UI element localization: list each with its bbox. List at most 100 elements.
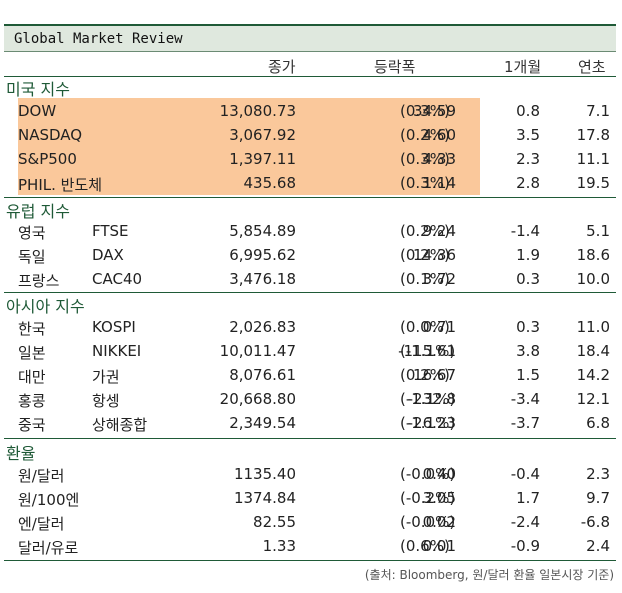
table-row: 대만 가권 8,076.61 16.67 (0.2%) 1.5 14.2 [4,363,616,387]
header-close: 종가 [268,58,296,76]
row-change-pct: (-0.0%) [400,465,456,483]
column-header-row: 종가 등락폭 1개월 연초 [4,54,616,77]
row-ytd: 6.8 [586,414,610,432]
row-1month: -3.4 [510,390,540,408]
row-ytd: -6.8 [580,513,610,531]
row-1month: -1.4 [510,222,540,240]
row-1month: 0.3 [516,270,540,288]
row-name: 일본 [18,344,46,362]
row-1month: 3.8 [516,342,540,360]
row-change-pct: (-1.1%) [400,414,456,432]
row-change: 1.14 [422,174,456,192]
row-change-pct: (0.3%) [400,102,450,120]
page-title: Global Market Review [14,31,183,47]
row-name: S&P500 [18,150,77,168]
table-row: NASDAQ 3,067.92 4.60 (0.2%) 3.5 17.8 [4,123,616,147]
row-change: 34.59 [413,102,456,120]
row-change-pct: (-0.0%) [400,513,456,531]
table-row: 프랑스 CAC40 3,476.18 3.72 (0.1%) 0.3 10.0 [4,267,616,291]
row-1month: 1.9 [516,246,540,264]
row-1month: 3.5 [516,126,540,144]
table-row: 원/달러 1135.40 0.40 (-0.0%) -0.4 2.3 [4,462,616,486]
row-change: 0.40 [422,465,456,483]
source-note: (출처: Bloomberg, 원/달러 환율 일본시장 기준) [364,568,614,582]
bottom-divider [4,560,616,561]
row-change-pct: (-0.2%) [400,489,456,507]
table-row: 한국 KOSPI 2,026.83 0.71 (0.0%) 0.3 11.0 [4,315,616,339]
title-bar: Global Market Review [4,24,616,52]
row-name: 프랑스 [18,272,60,290]
row-close: 435.68 [243,174,297,192]
row-ytd: 14.2 [576,366,610,384]
table-row: 독일 DAX 6,995.62 14.36 (0.2%) 1.9 18.6 [4,243,616,267]
row-ytd: 2.3 [586,465,610,483]
row-close: 2,026.83 [229,318,296,336]
row-change-pct: (0.3%) [400,150,450,168]
row-change-pct: (-1.1%) [400,342,456,360]
header-change: 등락폭 [374,58,416,76]
row-close: 1,397.11 [229,150,296,168]
row-change: 3.72 [422,270,456,288]
row-close: 82.55 [253,513,296,531]
row-name: 대만 [18,368,46,386]
row-ytd: 18.6 [576,246,610,264]
row-name: DOW [18,102,57,120]
row-name: 영국 [18,224,46,242]
row-name: 홍콩 [18,392,46,410]
row-close: 10,011.47 [219,342,296,360]
table-row: 영국 FTSE 5,854.89 9.24 (0.2%) -1.4 5.1 [4,219,616,243]
row-ytd: 11.0 [576,318,610,336]
row-change-pct: (0.2%) [400,246,450,264]
row-1month: 0.8 [516,102,540,120]
row-name: 한국 [18,320,46,338]
row-name: 원/달러 [18,467,65,485]
row-close: 1135.40 [233,465,296,483]
row-1month: -0.9 [510,537,540,555]
header-1month: 1개월 [504,58,542,76]
table-row: 일본 NIKKEI 10,011.47 -115.61 (-1.1%) 3.8 18.4 [4,339,616,363]
row-change: 16.67 [413,366,456,384]
row-change: 0.02 [422,513,456,531]
row-ticker: CAC40 [92,270,143,288]
row-name: PHIL. 반도체 [18,176,103,194]
row-ytd: 19.5 [576,174,610,192]
row-name: NASDAQ [18,126,83,144]
row-name: 원/100엔 [18,491,80,509]
row-close: 2,349.54 [229,414,296,432]
row-change-pct: (0.0%) [400,318,450,336]
row-close: 20,668.80 [219,390,296,408]
row-change: 0.71 [422,318,456,336]
section-divider [4,197,616,198]
row-close: 5,854.89 [229,222,296,240]
section-divider [4,292,616,293]
row-1month: 0.3 [516,318,540,336]
row-change: 3.05 [422,489,456,507]
row-change-pct: (-1.1%) [400,390,456,408]
row-ticker: 가권 [92,368,120,386]
table-row: 중국 상해종합 2,349.54 -26.23 (-1.1%) -3.7 6.8 [4,411,616,435]
row-ytd: 7.1 [586,102,610,120]
row-ticker: NIKKEI [92,342,142,360]
table-row: 엔/달러 82.55 0.02 (-0.0%) -2.4 -6.8 [4,510,616,534]
row-1month: 1.5 [516,366,540,384]
row-ticker: 상해종합 [92,416,148,434]
row-ytd: 17.8 [576,126,610,144]
row-ytd: 2.4 [586,537,610,555]
row-1month: 2.3 [516,150,540,168]
table-row: DOW 13,080.73 34.59 (0.3%) 0.8 7.1 [4,99,616,123]
row-ticker: 항셍 [92,392,120,410]
us-highlight [18,98,480,195]
row-close: 8,076.61 [229,366,296,384]
section-divider [4,438,616,439]
row-change-pct: (0.2%) [400,366,450,384]
row-name: 달러/유로 [18,539,79,557]
section-eu-index: 유럽 지수 [6,202,70,221]
table-row: PHIL. 반도체 435.68 1.14 (0.3%) 2.8 19.5 [4,171,616,195]
section-fx: 환율 [6,444,36,463]
row-change: -232.8 [407,390,456,408]
row-1month: -2.4 [510,513,540,531]
row-1month: -0.4 [510,465,540,483]
row-ytd: 10.0 [576,270,610,288]
table-row: 달러/유로 1.33 0.01 (0.6%) -0.9 2.4 [4,534,616,558]
row-close: 13,080.73 [219,102,296,120]
